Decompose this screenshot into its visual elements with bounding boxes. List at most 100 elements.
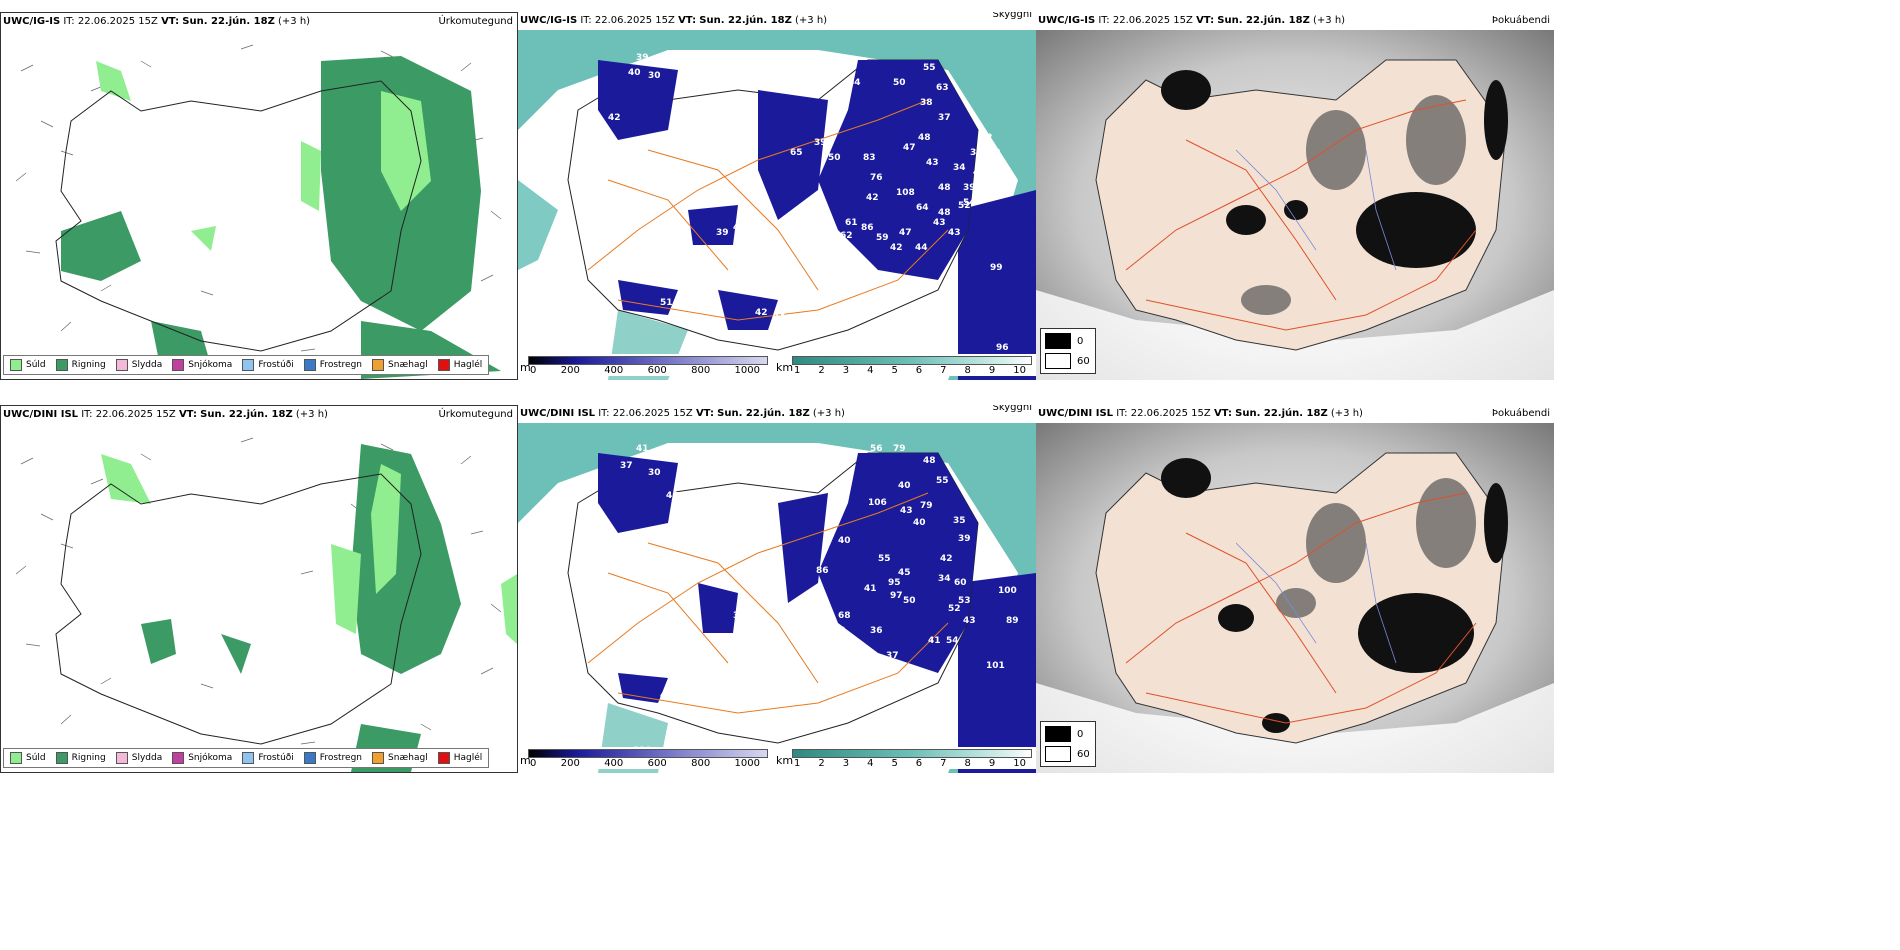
legend-item-snow-pellets: Snæhagl bbox=[372, 752, 428, 764]
visibility-value-label: 68 bbox=[838, 611, 851, 621]
cloud-panel-row1: UWC/IG-IS IT: 22.06.2025 15Z VT: Sun. 22… bbox=[1036, 12, 1554, 380]
swatch bbox=[55, 359, 68, 371]
visibility-value-label: 83 bbox=[863, 153, 876, 163]
visibility-value-label: 55 bbox=[878, 554, 891, 564]
road-network bbox=[587, 99, 949, 321]
drizzle-areas bbox=[96, 61, 431, 251]
visibility-value-label: 52 bbox=[948, 604, 961, 614]
visibility-value-label: 65 bbox=[790, 148, 803, 158]
visibility-value-label: 30 bbox=[986, 564, 999, 574]
legend-item-sleet: Slydda bbox=[115, 752, 162, 764]
model-name: UWC/DINI ISL bbox=[520, 408, 596, 419]
swatch bbox=[172, 752, 185, 764]
visibility-value-label: 42 bbox=[940, 554, 953, 564]
swatch bbox=[10, 359, 22, 371]
visibility-value-label: 43 bbox=[933, 218, 946, 228]
visibility-value-label: 108 bbox=[896, 188, 915, 198]
lead-time: (+3 h) bbox=[1313, 15, 1346, 26]
fog-map[interactable] bbox=[1036, 30, 1554, 380]
legend-item-freezing-rain: Frostregn bbox=[303, 359, 362, 371]
swatch bbox=[172, 359, 185, 371]
legend-item-sleet: Slydda bbox=[115, 359, 162, 371]
panel-header: UWC/DINI ISL IT: 22.06.2025 15Z VT: Sun.… bbox=[1036, 405, 1554, 423]
visibility-map[interactable]: 41 37 30 43 40 56 79 48 55 40 79 43 35 40 42 32 39 31 30 42… bbox=[518, 423, 1036, 773]
visibility-value-label: 35 bbox=[953, 516, 966, 526]
visibility-value-label: 45 bbox=[763, 233, 776, 243]
visibility-value-label: 106 bbox=[868, 498, 887, 508]
visibility-value-label: 79 bbox=[920, 501, 933, 511]
visibility-value-label: 42 bbox=[755, 308, 768, 318]
swatch bbox=[10, 752, 22, 764]
fog-map[interactable] bbox=[1036, 423, 1554, 773]
visibility-value-label: 50 bbox=[828, 153, 841, 163]
panel-header: UWC/IG-IS IT: 22.06.2025 15Z VT: Sun. 22… bbox=[1, 13, 517, 31]
visibility-value-label: 63 bbox=[936, 83, 949, 93]
valid-label: VT: bbox=[678, 15, 697, 26]
visibility-value-label: 60 bbox=[676, 291, 689, 301]
visibility-value-label: 39 bbox=[716, 228, 729, 238]
init-time: IT: 22.06.2025 15Z bbox=[63, 16, 158, 27]
valid-label: VT: bbox=[695, 408, 714, 419]
visibility-value-label: 38 bbox=[920, 98, 933, 108]
swatch bbox=[372, 359, 385, 371]
rivers bbox=[1235, 149, 1397, 271]
visibility-value-label: 31 bbox=[976, 548, 989, 558]
precip-map[interactable] bbox=[1, 31, 517, 379]
visibility-value-label: 50 bbox=[893, 78, 906, 88]
visibility-value-label: 41 bbox=[733, 223, 746, 233]
visibility-value-label: 54 bbox=[963, 198, 976, 208]
precip-legend: Súld Rigning Slydda Snjókoma Frostúði Fr… bbox=[3, 355, 490, 375]
visibility-value-label: 45 bbox=[898, 568, 911, 578]
visibility-value-label: 41 bbox=[864, 584, 877, 594]
iceland-outline bbox=[55, 473, 422, 745]
valid-time: Sun. 22.jún. 18Z bbox=[717, 408, 810, 419]
init-time: IT: 22.06.2025 15Z bbox=[580, 15, 675, 26]
visibility-value-label: 40 bbox=[913, 518, 926, 528]
legend-item-rain: Rigning bbox=[55, 752, 106, 764]
visibility-value-label: 95 bbox=[888, 578, 901, 588]
init-time: IT: 22.06.2025 15Z bbox=[81, 409, 176, 420]
visibility-value-label: 43 bbox=[948, 228, 961, 238]
visibility-value-label: 33 bbox=[733, 611, 746, 621]
visibility-value-label: 47 bbox=[899, 228, 912, 238]
low-visibility-areas bbox=[598, 453, 978, 703]
visibility-value-label: 36 bbox=[870, 626, 883, 636]
roads bbox=[1125, 492, 1477, 724]
visibility-value-label: 76 bbox=[870, 173, 883, 183]
visibility-value-label: 60 bbox=[954, 578, 967, 588]
visibility-value-label: 96 bbox=[996, 343, 1009, 353]
visibility-value-label: 39 bbox=[636, 53, 649, 63]
swatch bbox=[437, 752, 450, 764]
visibility-value-label: 32 bbox=[980, 133, 993, 143]
visibility-value-label: 51 bbox=[660, 298, 673, 308]
swatch bbox=[242, 359, 255, 371]
visibility-value-label: 40 bbox=[673, 504, 686, 514]
altitude-colorbar bbox=[528, 356, 768, 365]
panel-header: UWC/IG-IS IT: 22.06.2025 15Z VT: Sun. 22… bbox=[518, 12, 1036, 30]
precip-map[interactable] bbox=[1, 424, 517, 772]
visibility-map[interactable]: 39 40 30 38 42 64 50 55 63 38 37 32 29 30 48 47 43 48 39 34… bbox=[518, 30, 1036, 380]
road-network bbox=[587, 492, 949, 714]
panel-title: Úrkomutegund bbox=[438, 409, 513, 420]
visibility-value-label: 37 bbox=[938, 113, 951, 123]
swatch bbox=[437, 359, 450, 371]
visibility-value-label: 42 bbox=[890, 243, 903, 253]
lead-time: (+3 h) bbox=[295, 409, 328, 420]
lead-time: (+3 h) bbox=[812, 408, 845, 419]
visibility-value-label: 48 bbox=[923, 456, 936, 466]
visibility-value-label: 47 bbox=[903, 143, 916, 153]
panel-title: Þokuábendi bbox=[1491, 15, 1550, 26]
visibility-value-label: 40 bbox=[628, 68, 641, 78]
visibility-panel-row2: UWC/DINI ISL IT: 22.06.2025 15Z VT: Sun.… bbox=[518, 405, 1036, 773]
swatch bbox=[372, 752, 385, 764]
visibility-value-label: 42 bbox=[978, 531, 991, 541]
visibility-value-label: 48 bbox=[938, 183, 951, 193]
visibility-value-label: 41 bbox=[928, 636, 941, 646]
model-name: UWC/DINI ISL bbox=[3, 409, 79, 420]
swatch bbox=[55, 752, 68, 764]
legend-item-snow: Snjókoma bbox=[172, 359, 232, 371]
visibility-value-label: 32 bbox=[980, 554, 993, 564]
init-time: IT: 22.06.2025 15Z bbox=[598, 408, 693, 419]
visibility-value-label: 36 bbox=[996, 568, 1009, 578]
